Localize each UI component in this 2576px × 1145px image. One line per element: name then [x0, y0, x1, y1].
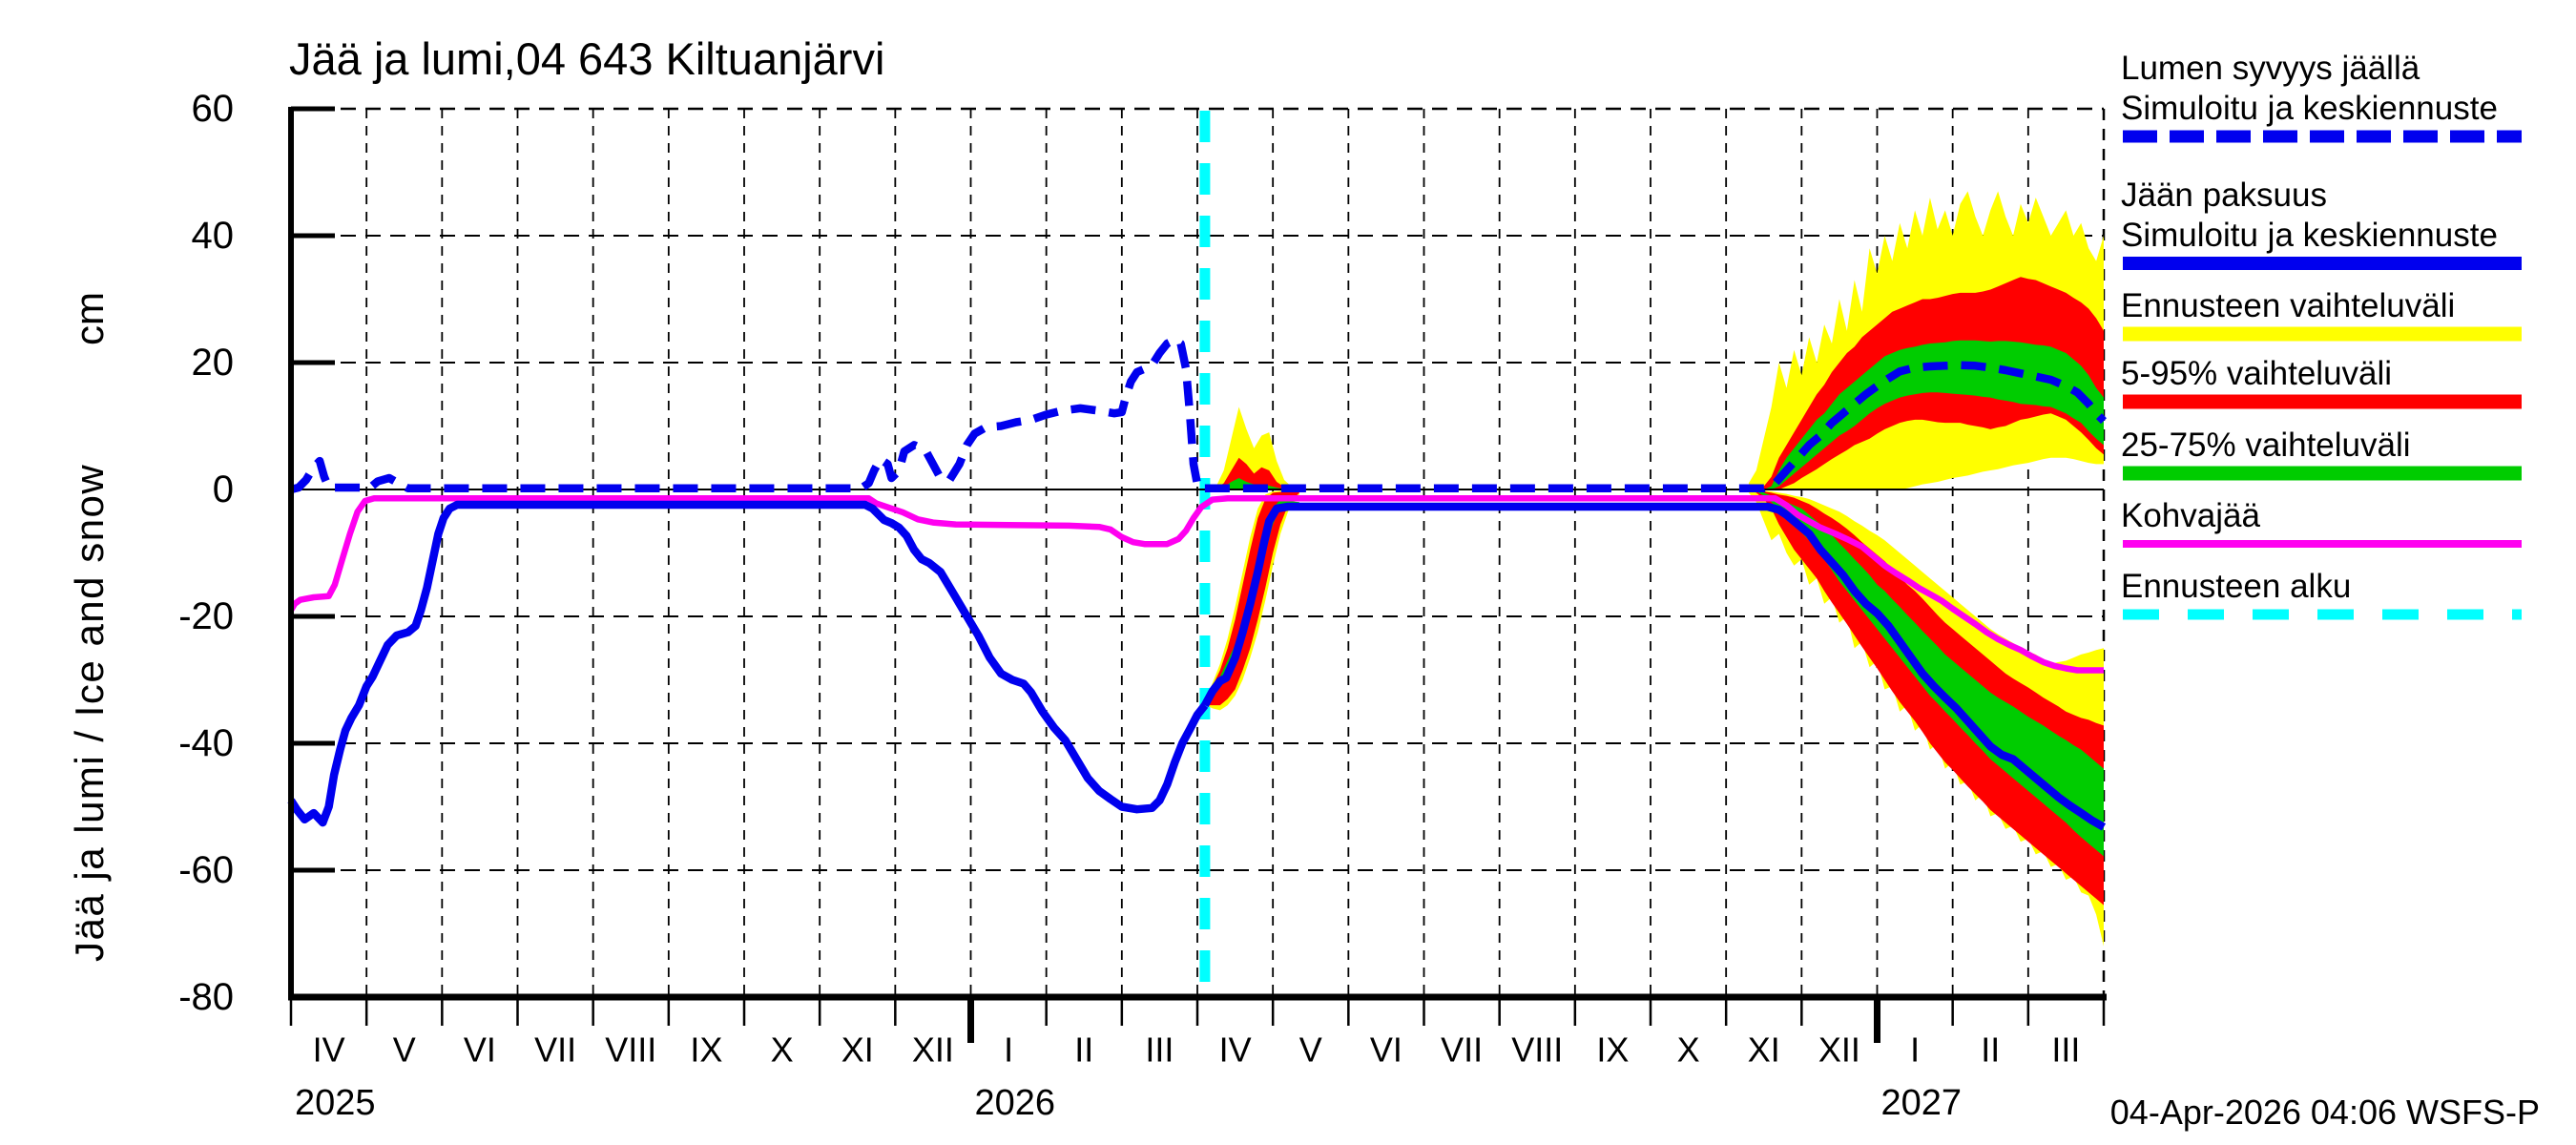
month-label: X: [1677, 1030, 1700, 1070]
legend-label: Lumen syvyys jäällä: [2121, 50, 2420, 87]
month-label: IV: [313, 1030, 345, 1070]
gridlines: [291, 107, 2106, 997]
legend-label: 25-75% vaihteluväli: [2121, 427, 2411, 464]
year-label: 2025: [295, 1083, 376, 1123]
y-tick-label: 0: [213, 468, 234, 510]
timestamp: 04-Apr-2026 04:06 WSFS-P: [2110, 1093, 2540, 1132]
legend-label: Simuloitu ja keskiennuste: [2121, 217, 2498, 254]
month-label: XI: [841, 1030, 874, 1070]
y-axis-unit: cm: [67, 292, 112, 345]
y-tick-label: 60: [192, 88, 235, 130]
month-label: VIII: [605, 1030, 656, 1070]
year-label: 2026: [975, 1083, 1056, 1123]
april2026_snow-green-band: [1215, 478, 1292, 489]
y-tick-label: -40: [178, 722, 234, 764]
month-label: XI: [1748, 1030, 1780, 1070]
snow-depth-forecast-line: [1204, 361, 2108, 492]
month-label: V: [393, 1030, 416, 1070]
data-series: [287, 335, 2108, 831]
snow-depth-simulated-line: [289, 335, 1207, 494]
month-label: VIII: [1511, 1030, 1563, 1070]
winter2027_snow-green-band: [1748, 340, 2104, 489]
year-label: 2027: [1881, 1083, 1963, 1123]
month-label: I: [1910, 1030, 1920, 1070]
month-label: IX: [1596, 1030, 1629, 1070]
month-label: V: [1299, 1030, 1322, 1070]
month-label: I: [1004, 1030, 1013, 1070]
month-label: VI: [464, 1030, 496, 1070]
legend-label: Jään paksuus: [2121, 177, 2327, 214]
month-label: II: [1981, 1030, 2000, 1070]
legend-label: 5-95% vaihteluväli: [2121, 355, 2392, 392]
legend-label: Kohvajää: [2121, 497, 2260, 534]
month-label: X: [771, 1030, 794, 1070]
winter2027_ice-red-band: [1748, 489, 2104, 906]
y-tick-label: -20: [178, 595, 234, 637]
month-label: VI: [1370, 1030, 1402, 1070]
y-tick-label: -60: [178, 849, 234, 891]
axes: [288, 106, 2107, 1043]
uncertainty-bands: [1206, 191, 2104, 947]
month-label: VII: [534, 1030, 576, 1070]
month-label: XII: [912, 1030, 954, 1070]
month-label: III: [2051, 1030, 2080, 1070]
month-label: XII: [1818, 1030, 1860, 1070]
ice-thickness-forecast-line: [1201, 502, 2107, 831]
y-tick-label: 20: [192, 342, 235, 384]
y-tick-label: -80: [178, 976, 234, 1018]
legend-label: Ennusteen alku: [2121, 568, 2351, 605]
ice-thickness-simulated-line: [287, 500, 1209, 827]
legend-label: Ennusteen vaihteluväli: [2121, 287, 2455, 324]
kohvajaa-line: [288, 495, 2104, 674]
y-tick-label: 40: [192, 215, 235, 257]
month-label: III: [1145, 1030, 1174, 1070]
legend-label: Simuloitu ja keskiennuste: [2121, 90, 2498, 127]
chart-title: Jää ja lumi,04 643 Kiltuanjärvi: [289, 33, 884, 84]
month-label: VII: [1441, 1030, 1483, 1070]
month-label: IX: [690, 1030, 722, 1070]
month-label: II: [1074, 1030, 1093, 1070]
month-label: IV: [1219, 1030, 1252, 1070]
y-axis-title: Jää ja lumi / Ice and snow: [67, 464, 112, 962]
